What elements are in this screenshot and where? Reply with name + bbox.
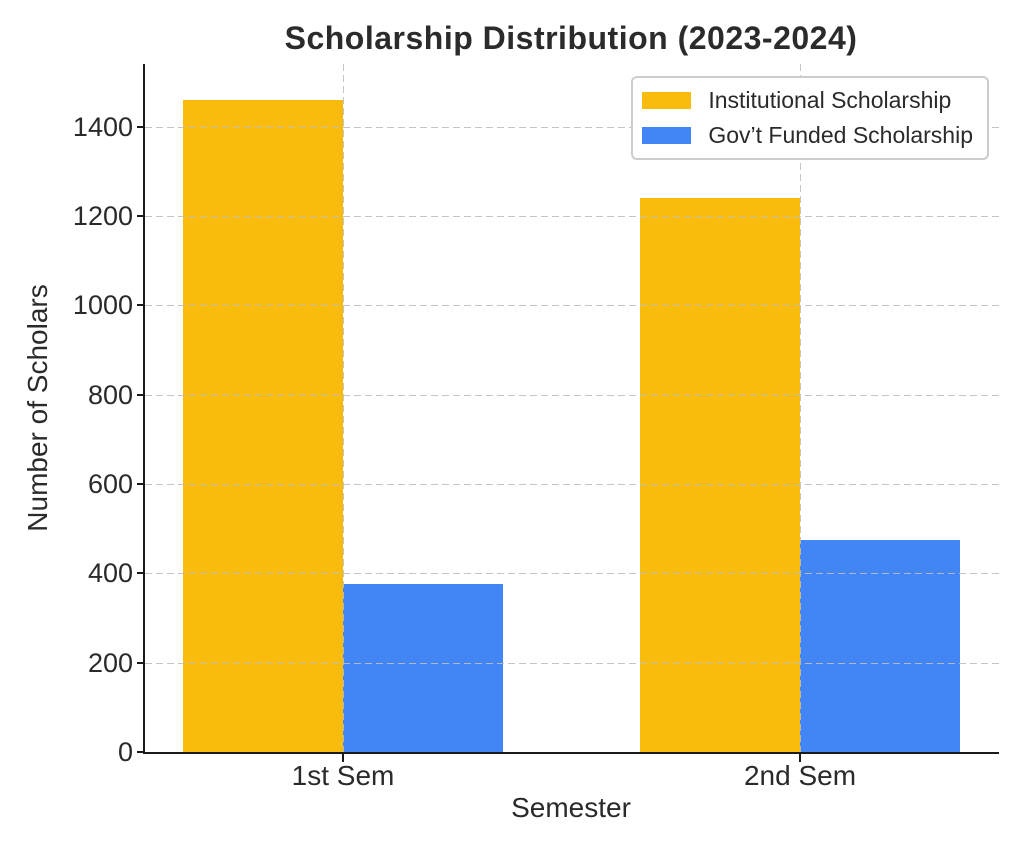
chart-title: Scholarship Distribution (2023-2024) xyxy=(284,20,858,56)
bar-institutional-scholarship-1st-sem xyxy=(183,100,343,752)
bar-gov-t-funded-scholarship-2nd-sem xyxy=(800,540,960,752)
legend-label-govt-funded: Gov’t Funded Scholarship xyxy=(708,122,973,148)
y-tick-label-0: 0 xyxy=(117,737,133,767)
y-tick-label-200: 200 xyxy=(87,648,133,678)
legend-entry-institutional: Institutional Scholarship xyxy=(642,87,973,114)
legend-entry-govt-funded: Gov’t Funded Scholarship xyxy=(642,122,973,149)
y-tick-0 xyxy=(137,751,145,753)
y-axis-label: Number of Scholars xyxy=(22,284,53,532)
y-tick-1200 xyxy=(137,215,145,217)
x-axis-label: Semester xyxy=(511,792,631,823)
y-tick-600 xyxy=(137,483,145,485)
y-tick-1000 xyxy=(137,304,145,306)
y-tick-label-800: 800 xyxy=(87,380,133,410)
y-tick-label-1000: 1000 xyxy=(72,290,133,320)
x-tick-2nd-sem xyxy=(799,754,801,762)
legend: Institutional Scholarship Gov’t Funded S… xyxy=(631,76,989,160)
y-tick-label-600: 600 xyxy=(87,469,133,499)
y-tick-800 xyxy=(137,394,145,396)
legend-swatch-govt-funded xyxy=(642,127,692,144)
x-tick-label-2nd-sem: 2nd Sem xyxy=(743,760,857,791)
plot-area: Institutional Scholarship Gov’t Funded S… xyxy=(73,64,999,791)
legend-label-institutional: Institutional Scholarship xyxy=(708,87,952,113)
legend-swatch-institutional xyxy=(642,92,692,109)
y-tick-1400 xyxy=(137,126,145,128)
y-tick-label-1200: 1200 xyxy=(72,201,133,231)
y-tick-label-1400: 1400 xyxy=(72,112,133,142)
y-tick-label-400: 400 xyxy=(87,558,133,588)
bar-gov-t-funded-scholarship-1st-sem xyxy=(343,584,503,752)
y-tick-400 xyxy=(137,572,145,574)
x-tick-label-1st-sem: 1st Sem xyxy=(291,760,395,791)
bars-layer xyxy=(145,64,999,752)
y-tick-200 xyxy=(137,662,145,664)
x-tick-1st-sem xyxy=(342,754,344,762)
bar-institutional-scholarship-2nd-sem xyxy=(640,198,800,752)
